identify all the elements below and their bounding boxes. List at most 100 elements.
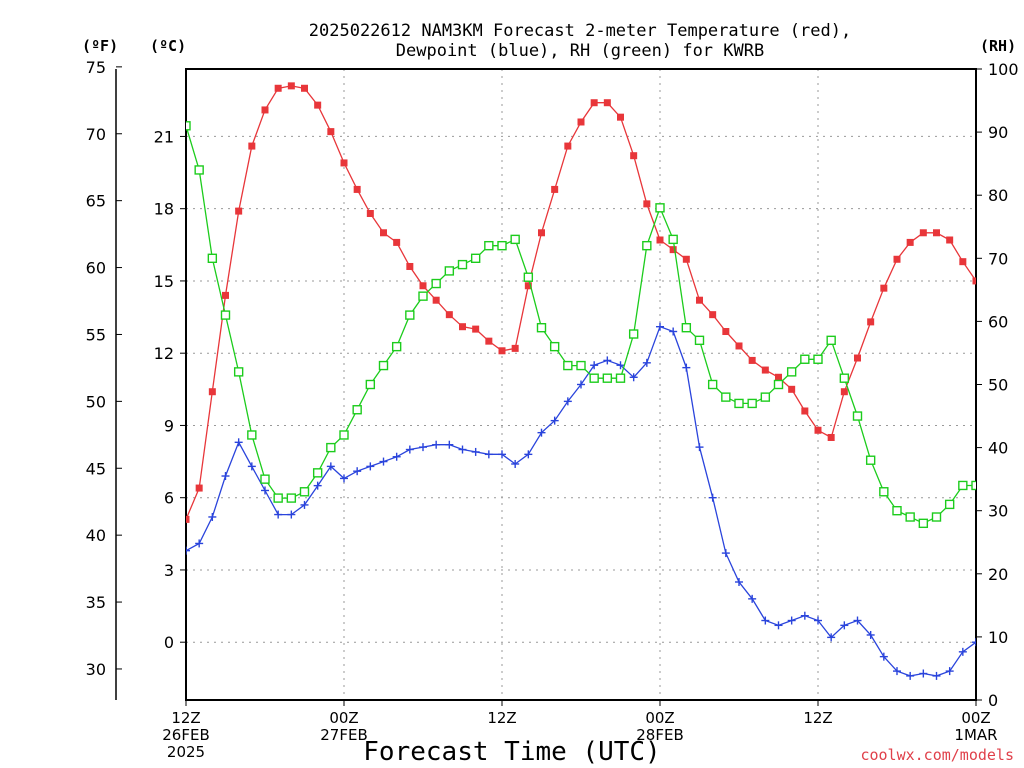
rh-point: [299, 487, 310, 497]
dewpoint-point: [958, 647, 967, 656]
rh-point: [826, 335, 836, 346]
rh-point: [523, 272, 534, 282]
rh-tick-label: 10: [988, 628, 1008, 647]
temperature-point: [353, 185, 361, 193]
rh-point: [312, 468, 323, 478]
temperature-point: [867, 318, 875, 326]
x-tick-label: 2025: [167, 743, 205, 761]
rh-point: [418, 291, 428, 301]
x-tick-label: 27FEB: [320, 726, 367, 744]
temperature-point: [775, 373, 782, 381]
dewpoint-point: [234, 438, 243, 447]
rh-point: [431, 278, 441, 289]
temperature-point: [669, 246, 677, 254]
x-tick-label: 00Z: [645, 709, 674, 727]
temperature-point: [419, 282, 427, 290]
temperature-point: [406, 262, 414, 270]
temperature-point: [564, 142, 572, 150]
temperature-point: [327, 128, 335, 136]
temperature-point: [748, 356, 756, 364]
rh-tick-label: 80: [988, 186, 1008, 205]
dewpoint-point: [195, 539, 204, 548]
x-tick-label: 12Z: [487, 709, 516, 727]
dewpoint-point: [274, 510, 283, 519]
dewpoint-point: [550, 416, 559, 425]
dewpoint-point: [392, 452, 401, 461]
rh-tick-label: 20: [988, 565, 1008, 584]
chart-subtitle: Dewpoint (blue), RH (green) for KWRB: [396, 41, 764, 61]
temperature-point: [222, 291, 229, 299]
temperature-point: [287, 82, 295, 90]
dewpoint-point: [221, 472, 230, 481]
rh-point: [536, 323, 547, 333]
fahrenheit-tick-label: 60: [86, 259, 106, 278]
temperature-point: [880, 284, 888, 292]
dewpoint-point: [866, 630, 875, 639]
temperature-point: [709, 311, 717, 319]
temperature-point: [577, 118, 585, 126]
fahrenheit-tick-label: 30: [86, 660, 106, 679]
rh-point: [273, 493, 283, 503]
temperature-point: [827, 433, 835, 441]
rh-point: [839, 373, 850, 383]
rh-tick-label: 90: [988, 123, 1008, 142]
rh-point: [260, 474, 270, 484]
dewpoint-point: [879, 652, 888, 661]
rh-point: [681, 323, 692, 333]
temperature-point: [919, 229, 927, 237]
fahrenheit-tick-label: 50: [86, 392, 106, 411]
temperature-point: [301, 84, 308, 92]
rh-point: [918, 518, 929, 529]
credit-text: coolwx.com/models: [860, 746, 1014, 764]
celsius-unit-label: (ºC): [150, 37, 186, 55]
temperature-point: [972, 277, 976, 285]
rh-point: [892, 506, 902, 516]
dewpoint-point: [458, 445, 467, 454]
rh-point: [549, 341, 560, 352]
rh-tick-label: 0: [988, 691, 998, 710]
fahrenheit-tick-label: 45: [86, 459, 106, 478]
series-group: [186, 82, 993, 680]
dewpoint-point: [419, 443, 427, 452]
temperature-point: [459, 323, 466, 331]
temperature-point: [208, 388, 216, 396]
rh-point: [800, 354, 810, 364]
rh-point: [655, 203, 665, 213]
dewpoint-point: [827, 633, 836, 642]
dewpoint-point: [313, 481, 322, 490]
rh-point: [734, 398, 744, 409]
temperature-point: [393, 238, 401, 246]
temperature-point: [761, 366, 769, 374]
dewpoint-point: [906, 671, 915, 680]
fahrenheit-tick-label: 70: [86, 125, 106, 144]
rh-point: [668, 234, 678, 245]
dewpoint-point: [590, 361, 599, 370]
rh-point: [707, 379, 718, 390]
dewpoint-point: [985, 657, 993, 665]
rh-unit-label: (RH): [980, 37, 1016, 55]
temperature-point: [840, 388, 848, 396]
dewpoint-point: [893, 667, 901, 676]
rh-point: [220, 310, 231, 320]
dewpoint-point: [708, 493, 717, 502]
temperature-point: [314, 101, 322, 109]
rh-point: [628, 329, 639, 339]
dewpoint-point: [326, 462, 335, 471]
rh-point: [773, 379, 784, 390]
rh-tick-label: 50: [988, 376, 1008, 395]
rh-point: [747, 398, 757, 409]
dewpoint-point: [340, 474, 348, 483]
dewpoint-point: [186, 546, 190, 555]
temperature-point: [380, 229, 387, 237]
rh-point: [879, 487, 889, 497]
rh-point: [931, 512, 942, 522]
dewpoint-point: [695, 443, 704, 452]
dewpoint-point: [682, 363, 691, 372]
temperature-point: [485, 337, 493, 345]
dewpoint-point: [208, 512, 217, 521]
rh-point: [721, 392, 731, 402]
rh-point: [378, 360, 389, 371]
rh-point: [944, 499, 955, 510]
rh-point: [642, 240, 652, 251]
